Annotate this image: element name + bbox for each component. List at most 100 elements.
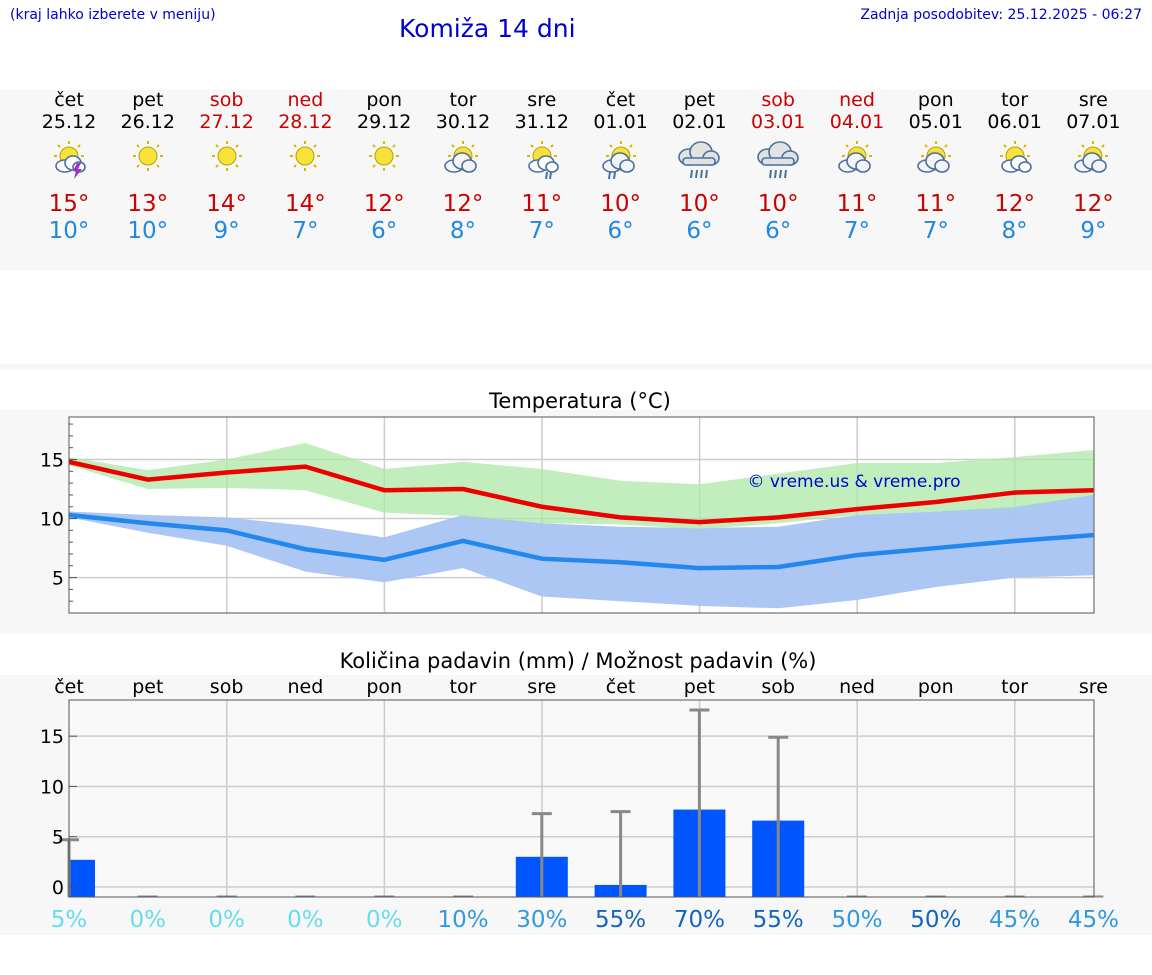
- day-column: pet 26.12 13° 10°: [108, 89, 188, 245]
- day-column: čet 25.12 15° 10°: [29, 89, 109, 245]
- day-date: 28.12: [278, 111, 333, 133]
- day-category-label: ned: [839, 676, 875, 698]
- partly-cloudy-icon: [1074, 141, 1109, 173]
- partly-cloudy-icon: [916, 141, 951, 173]
- day-category-label: sre: [1079, 676, 1108, 698]
- y-tick-label: 5: [52, 827, 64, 849]
- min-temperature: 7°: [292, 218, 319, 244]
- day-date: 27.12: [199, 111, 254, 133]
- min-temperature: 6°: [686, 218, 713, 244]
- sun-icon: [290, 141, 321, 171]
- min-temperature: 7°: [843, 218, 871, 244]
- max-temperature-line: [68, 459, 1094, 525]
- precipitation-probability-label: 0%: [287, 907, 324, 933]
- max-temperature: 12°: [442, 191, 484, 217]
- y-tick-label: 10: [40, 509, 64, 531]
- day-category-label: čet: [54, 676, 84, 698]
- day-column: ned 28.12 14° 7°: [265, 89, 345, 245]
- day-date: 03.01: [750, 111, 806, 133]
- sun-icon: [211, 141, 242, 171]
- sun-small-cloud-icon: [999, 141, 1032, 173]
- y-tick-label: 5: [52, 568, 64, 590]
- sun-icon: [132, 141, 163, 171]
- day-name: pon: [917, 89, 954, 111]
- day-category-label: pon: [918, 676, 954, 698]
- day-column: tor 06.01 12° 8°: [975, 89, 1055, 245]
- cloud-sun-rain-icon: [601, 141, 636, 180]
- min-temperature: 10°: [127, 218, 169, 244]
- max-temperature: 10°: [600, 191, 641, 217]
- day-column: pon 29.12 12° 6°: [344, 89, 424, 245]
- day-date: 04.01: [829, 111, 885, 133]
- precipitation-probability-label: 45%: [1068, 907, 1119, 933]
- precipitation-chart: Količina padavin (mm) / Možnost padavin …: [40, 649, 1119, 933]
- cloud-rain-icon: [678, 141, 721, 179]
- day-date: 01.01: [593, 111, 648, 133]
- precipitation-probability-label: 70%: [674, 907, 725, 933]
- min-temperature: 8°: [1001, 218, 1028, 244]
- max-temperature: 14°: [285, 191, 326, 217]
- plot-area: [69, 700, 1094, 897]
- precipitation-probability-label: 0%: [208, 907, 245, 933]
- day-name: čet: [605, 89, 636, 111]
- min-temperature-range-band: [69, 494, 1094, 609]
- day-category-label: pon: [366, 676, 402, 698]
- max-temperature: 12°: [363, 191, 405, 217]
- day-date: 29.12: [356, 111, 412, 133]
- partly-cloudy-icon: [838, 141, 872, 173]
- location-menu-hint: (kraj lahko izberete v meniju): [10, 7, 216, 23]
- max-temperature: 12°: [994, 191, 1035, 217]
- day-category-label: sob: [210, 676, 244, 698]
- day-category-label: ned: [288, 676, 324, 698]
- day-name: čet: [54, 89, 84, 111]
- max-temperature: 11°: [915, 191, 957, 217]
- precipitation-probability-label: 30%: [516, 907, 567, 933]
- day-name: sob: [209, 89, 244, 111]
- max-temperature: 15°: [48, 191, 90, 217]
- max-temperature: 10°: [679, 191, 720, 217]
- day-name: pet: [132, 89, 164, 111]
- min-temperature: 10°: [48, 218, 90, 244]
- min-temperature: 6°: [607, 218, 634, 244]
- y-tick-label: 15: [40, 726, 64, 748]
- min-temperature: 8°: [449, 218, 477, 244]
- day-date: 26.12: [120, 111, 175, 133]
- day-category-label: sre: [527, 676, 556, 698]
- sun-storm-icon: [54, 141, 86, 179]
- day-date: 30.12: [435, 111, 491, 133]
- day-category-label: pet: [684, 676, 715, 698]
- min-temperature-line: [68, 512, 1094, 571]
- day-category-label: čet: [606, 676, 636, 698]
- min-temperature: 7°: [528, 218, 555, 244]
- precipitation-probability-label: 0%: [366, 907, 403, 933]
- sun-icon: [369, 141, 400, 171]
- day-column: ned 04.01 11° 7°: [817, 89, 897, 245]
- y-tick-label: 10: [40, 776, 64, 798]
- day-name: sob: [761, 89, 795, 111]
- day-name: pon: [366, 89, 403, 111]
- precipitation-probability-label: 50%: [831, 907, 882, 933]
- plot-frame: [68, 416, 1095, 614]
- day-category-label: tor: [450, 676, 477, 698]
- day-name: ned: [287, 89, 324, 111]
- precipitation-probability-label: 0%: [130, 907, 167, 933]
- day-column: pet 02.01 10° 6°: [659, 89, 739, 245]
- plot-frame: [68, 699, 1095, 898]
- max-temperature-range-band: [69, 442, 1094, 530]
- day-column: sre 07.01 12° 9°: [1053, 89, 1133, 245]
- min-temperature: 6°: [765, 218, 792, 244]
- separator-strip: [0, 364, 1152, 370]
- day-column: sre 31.12 11° 7°: [502, 89, 582, 245]
- day-name: pet: [683, 89, 715, 111]
- max-temperature: 14°: [206, 191, 247, 217]
- day-column: sob 27.12 14° 9°: [187, 89, 267, 245]
- max-temperature: 11°: [836, 191, 878, 217]
- page-title: Komiža 14 dni: [399, 14, 576, 43]
- day-column: sob 03.01 10° 6°: [738, 89, 818, 245]
- min-temperature: 7°: [922, 218, 949, 244]
- max-temperature: 11°: [521, 191, 563, 217]
- max-temperature: 12°: [1073, 191, 1114, 217]
- max-temperature: 10°: [757, 191, 799, 217]
- day-name: tor: [1001, 89, 1029, 111]
- precipitation-probability-label: 55%: [753, 907, 804, 933]
